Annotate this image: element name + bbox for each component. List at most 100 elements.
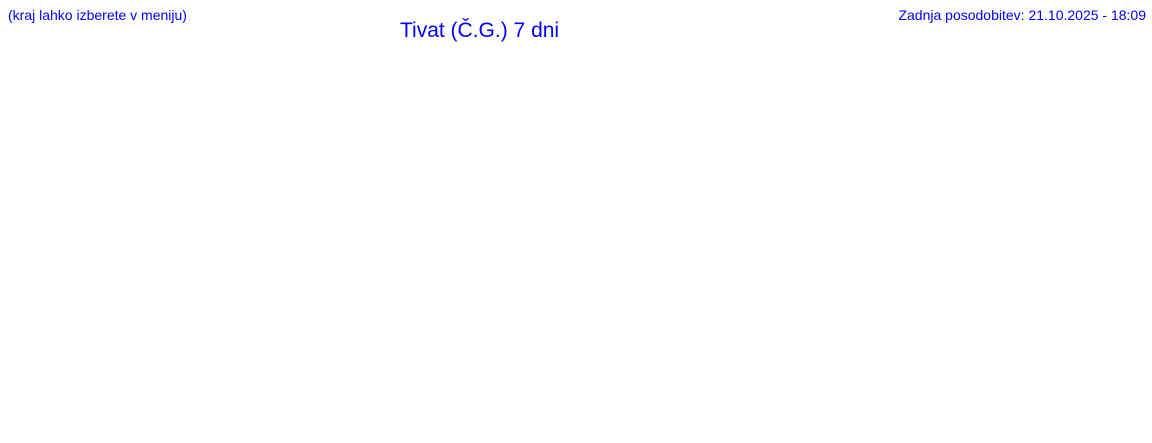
- rain-bar: [1065, 346, 1070, 359]
- cloud-shape: [961, 105, 994, 124]
- day-name: sobota: [723, 54, 777, 73]
- raindrop: [352, 124, 356, 131]
- cloud-shape: [687, 105, 719, 124]
- daylight-band: [853, 98, 923, 359]
- shower-bar: [326, 344, 331, 359]
- rain-bar: [459, 308, 464, 359]
- copyright-link[interactable]: © vreme.us & vreme.pro: [500, 386, 688, 404]
- hour-tick-label: 06: [705, 362, 725, 381]
- shower-bar: [805, 295, 810, 359]
- cloud-shape: [133, 105, 166, 124]
- sun-shape: [349, 99, 369, 119]
- cloud-shape: [929, 105, 961, 124]
- shower-bar: [834, 299, 839, 359]
- cloud-density-tick: 90: [1056, 401, 1075, 419]
- cloud-blob: [790, 293, 964, 335]
- shower-bar: [551, 272, 556, 359]
- cloud-density-tick: 25: [969, 401, 988, 419]
- last-update: Zadnja posodobitev: 21.10.2025 - 18:09: [898, 7, 1146, 23]
- wind-calm-icon: [692, 148, 703, 158]
- daylight-band: [161, 98, 231, 359]
- rain-bar: [995, 351, 1000, 359]
- moon-thunder-icon: [510, 98, 546, 131]
- cloud-shape: [617, 105, 650, 124]
- cloud-blob: [899, 181, 923, 194]
- wind-barb-icon: [152, 145, 171, 161]
- hour-tick-label: 12: [186, 362, 206, 381]
- rain-bar: [897, 322, 902, 359]
- cloud-icon: [166, 105, 198, 124]
- day-name: ponedeljek: [983, 54, 1072, 73]
- wind-barb-icon: [482, 143, 498, 163]
- shower-bar: [286, 344, 291, 359]
- chart-panel: [110, 55, 1112, 422]
- raindrop: [874, 124, 878, 131]
- day-date: 25.10: [727, 74, 773, 93]
- cloud-shape: [514, 105, 546, 124]
- cloud-blob: [968, 194, 1016, 210]
- moon-thunder-icon: [545, 98, 581, 131]
- wind-barb-shape: [537, 141, 545, 165]
- rain-bar: [326, 331, 331, 359]
- shower-bar: [297, 325, 302, 359]
- wind-barb-shape: [412, 143, 431, 163]
- shower-bar: [816, 239, 821, 359]
- cloud-shape: [235, 105, 267, 124]
- wind-barb-icon: [255, 145, 275, 161]
- sun-shape: [452, 99, 472, 119]
- wind-barb-shape: [1033, 147, 1055, 161]
- cloud-blob: [599, 284, 692, 322]
- temperature-label: 18: [739, 227, 759, 246]
- moon-shape: [545, 98, 571, 124]
- cloud-icon: [961, 105, 994, 124]
- wind-barb-icon: [916, 142, 930, 164]
- moon-cloud-rain-icon: [372, 98, 408, 131]
- cloud-rain-icon: [235, 105, 267, 131]
- hour-tick-label: 12: [463, 362, 483, 381]
- raindrop: [591, 124, 595, 131]
- moon-cloud-icon: [129, 98, 166, 124]
- rain-bar: [453, 217, 458, 359]
- rain-bar: [839, 269, 844, 359]
- daylight-band: [715, 98, 785, 359]
- shower-bar: [337, 346, 342, 359]
- wind-barb-icon: [341, 147, 362, 161]
- daylight-band: [576, 98, 646, 359]
- wind-barb-icon: [273, 144, 292, 162]
- wind-barb-shape: [980, 151, 1004, 158]
- wind-barb-icon: [219, 151, 242, 159]
- hour-tick-label: 18: [220, 362, 240, 381]
- rain-tick: 3: [113, 275, 123, 294]
- wind-barb-shape: [191, 142, 201, 164]
- menu-hint-link[interactable]: (kraj lahko izberete v meniju): [8, 7, 187, 23]
- wind-barb-icon: [291, 143, 309, 163]
- wind-barb-shape: [518, 142, 531, 164]
- wind-barb-icon: [1033, 147, 1055, 161]
- day-name: sreda: [312, 54, 356, 73]
- shower-bar: [320, 340, 325, 359]
- temperature-label: 10: [670, 288, 690, 307]
- wind-barb-shape: [236, 149, 259, 157]
- hour-tick-label: 18: [774, 362, 794, 381]
- shower-bar: [262, 349, 267, 359]
- day-date: 24.10: [588, 74, 634, 93]
- cloud-blob: [1032, 198, 1068, 217]
- wind-barb-icon: [600, 148, 622, 158]
- cloud-blob: [818, 254, 935, 303]
- wind-barb-shape: [555, 142, 564, 164]
- cloud-height-tick: 0: [1100, 350, 1110, 369]
- wind-barb-shape: [1071, 143, 1086, 163]
- moon-shape: [129, 98, 156, 124]
- cloud-heavy-rain-icon: [858, 105, 890, 131]
- cloud-height-tick: 3.5: [1100, 275, 1125, 294]
- cloud-shape: [444, 105, 477, 124]
- cloud-blob: [253, 313, 312, 348]
- rain-bar: [274, 310, 279, 359]
- day-date: 27.10: [1004, 74, 1050, 93]
- wind-barb-shape: [208, 142, 218, 164]
- hour-tick-label: 18: [359, 362, 379, 381]
- shower-bar: [868, 303, 873, 359]
- shower-bar: [1018, 335, 1023, 359]
- cloud-shape: [548, 105, 581, 124]
- moon-shape: [372, 98, 398, 124]
